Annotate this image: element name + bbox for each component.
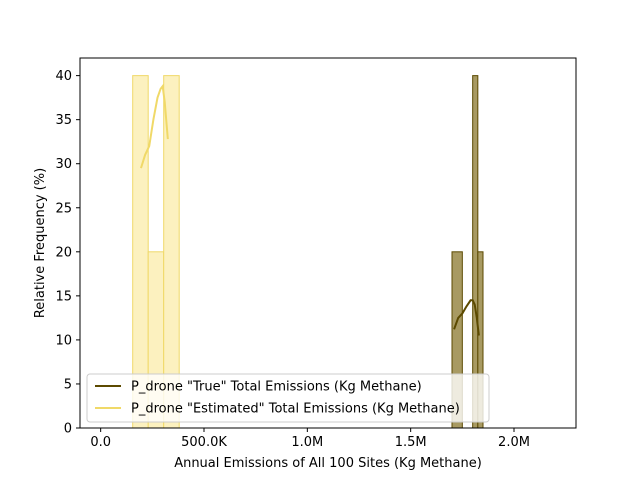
x-tick-label: 500.0K (181, 435, 227, 450)
y-tick-label: 35 (55, 113, 72, 128)
y-tick-label: 40 (55, 69, 72, 84)
legend-box (86, 373, 490, 423)
y-axis-label: Relative Frequency (%) (33, 168, 48, 318)
series-0-kde-line (453, 299, 480, 336)
series-1-kde-line (140, 83, 169, 169)
legend-entry-label: P_drone "Estimated" Total Emissions (Kg … (131, 402, 460, 417)
legend: P_drone "True" Total Emissions (Kg Metha… (86, 373, 490, 423)
y-tick-label: 20 (55, 245, 72, 260)
x-axis-ticks: 0.0 500.0K 1.0M 1.5M 2.0M (90, 428, 530, 450)
y-tick-label: 15 (55, 289, 72, 304)
y-tick-label: 25 (55, 201, 72, 216)
x-axis-label: Annual Emissions of All 100 Sites (Kg Me… (174, 456, 482, 471)
x-tick-label: 0.0 (90, 435, 111, 450)
x-tick-label: 1.0M (291, 435, 323, 450)
x-tick-label: 2.0M (498, 435, 530, 450)
y-tick-label: 0 (64, 422, 72, 437)
y-tick-label: 10 (55, 333, 72, 348)
y-axis-ticks: 0 5 10 15 20 25 30 35 40 (55, 69, 80, 437)
x-tick-label: 1.5M (395, 435, 427, 450)
y-tick-label: 5 (64, 377, 72, 392)
y-tick-label: 30 (55, 157, 72, 172)
axes-frame (79, 57, 577, 429)
legend-entry-label: P_drone "True" Total Emissions (Kg Metha… (131, 380, 422, 395)
